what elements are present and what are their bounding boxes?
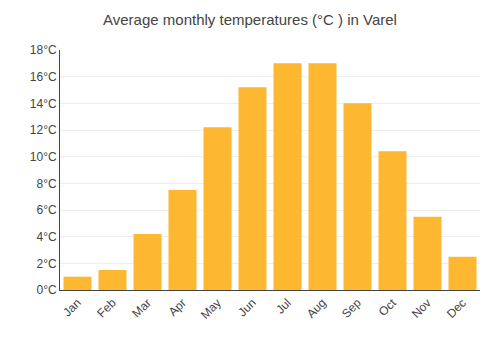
svg-text:14°C: 14°C	[30, 97, 57, 111]
svg-text:6°C: 6°C	[36, 203, 56, 217]
svg-text:4°C: 4°C	[36, 230, 56, 244]
svg-text:Jan: Jan	[60, 296, 84, 320]
svg-text:Nov: Nov	[409, 296, 434, 321]
svg-text:Jul: Jul	[273, 296, 294, 317]
svg-text:Oct: Oct	[376, 295, 400, 319]
svg-text:Apr: Apr	[166, 296, 189, 319]
svg-text:Dec: Dec	[444, 296, 469, 321]
svg-text:12°C: 12°C	[30, 123, 57, 137]
svg-text:Average monthly temperatures (: Average monthly temperatures (°C ) in Va…	[103, 11, 397, 28]
svg-text:16°C: 16°C	[30, 70, 57, 84]
svg-text:Feb: Feb	[94, 296, 119, 321]
svg-text:Jun: Jun	[235, 296, 259, 320]
svg-text:Sep: Sep	[339, 296, 364, 321]
svg-text:May: May	[198, 296, 224, 322]
svg-text:0°C: 0°C	[36, 283, 56, 297]
svg-text:2°C: 2°C	[36, 257, 56, 271]
svg-text:18°C: 18°C	[30, 43, 57, 57]
svg-text:10°C: 10°C	[30, 150, 57, 164]
svg-text:8°C: 8°C	[36, 177, 56, 191]
svg-text:Mar: Mar	[129, 296, 154, 321]
svg-text:Aug: Aug	[304, 296, 329, 321]
